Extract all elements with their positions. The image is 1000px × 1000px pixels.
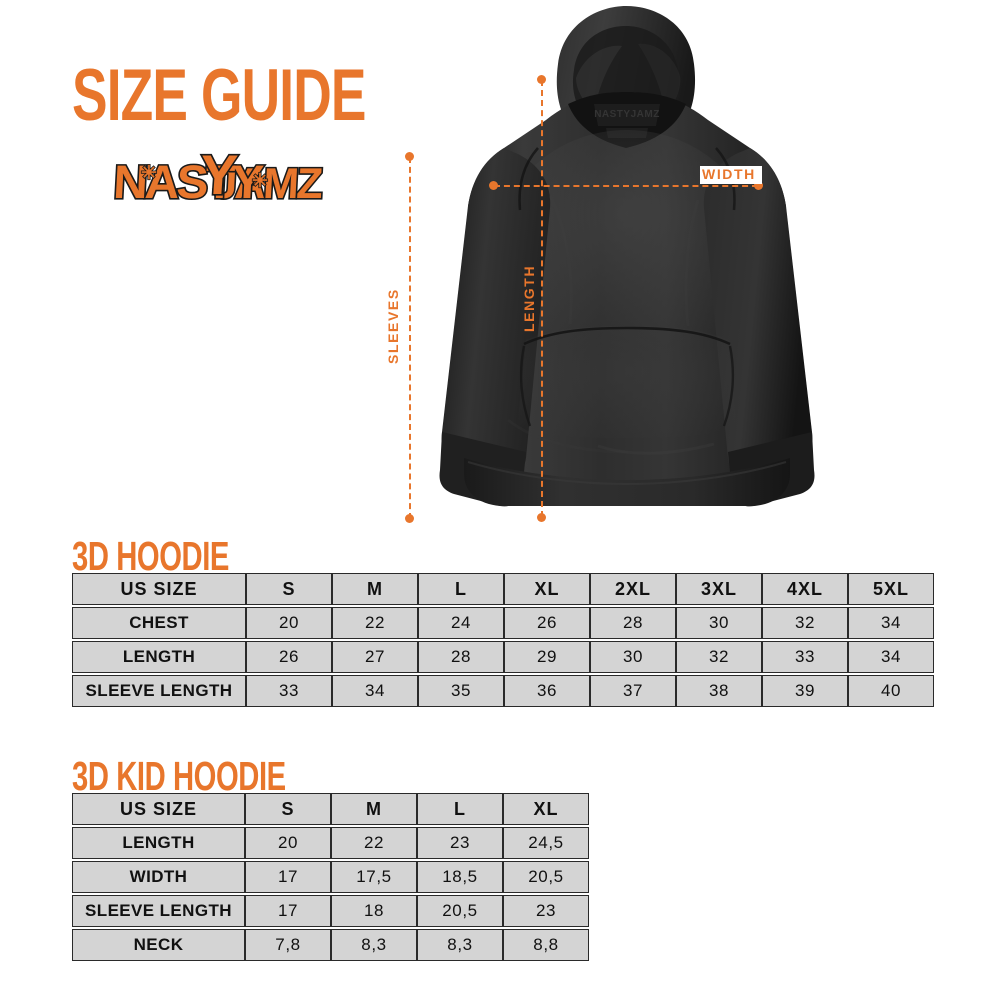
cell-chest-3xl: 30 [676, 607, 762, 639]
cell-length-4xl: 33 [762, 641, 848, 673]
chest-highlight [497, 130, 757, 370]
row-label-length: LENGTH [72, 827, 245, 859]
table-row: SLEEVE LENGTH 17 18 20,5 23 [72, 895, 589, 927]
cell-kid-width-l: 18,5 [417, 861, 503, 893]
cell-kid-neck-l: 8,3 [417, 929, 503, 961]
table-row: WIDTH 17 17,5 18,5 20,5 [72, 861, 589, 893]
cell-length-m: 27 [332, 641, 418, 673]
column-header-2xl: 2XL [590, 573, 676, 605]
cell-sleeve-2xl: 37 [590, 675, 676, 707]
table-row: LENGTH 26 27 28 29 30 32 33 34 [72, 641, 934, 673]
page-title: SIZE GUIDE [72, 54, 366, 137]
cell-kid-length-m: 22 [331, 827, 417, 859]
brand-logo: NASTY JAMZ Y ✳ ✳ [110, 140, 323, 218]
column-header-us-size: US SIZE [72, 793, 245, 825]
table-hoodie-body: US SIZE S M L XL 2XL 3XL 4XL 5XL CHEST 2… [72, 573, 934, 707]
fold-2 [684, 199, 700, 327]
cell-kid-width-m: 17,5 [331, 861, 417, 893]
row-label-width: WIDTH [72, 861, 245, 893]
section-heading-hoodie: 3D HOODIE [72, 534, 229, 580]
row-label-length: LENGTH [72, 641, 246, 673]
neck-label-text: NASTYJAMZ [594, 109, 660, 120]
cell-length-l: 28 [418, 641, 504, 673]
cell-kid-length-l: 23 [417, 827, 503, 859]
cell-kid-width-xl: 20,5 [503, 861, 589, 893]
cell-sleeve-m: 34 [332, 675, 418, 707]
cell-sleeve-3xl: 38 [676, 675, 762, 707]
table-kid-body: US SIZE S M L XL LENGTH 20 22 23 24,5 WI… [72, 793, 589, 961]
size-table-kid-hoodie: US SIZE S M L XL LENGTH 20 22 23 24,5 WI… [72, 791, 589, 963]
cell-sleeve-5xl: 40 [848, 675, 934, 707]
table-header-row: US SIZE S M L XL 2XL 3XL 4XL 5XL [72, 573, 934, 605]
table-header-row: US SIZE S M L XL [72, 793, 589, 825]
cell-kid-neck-m: 8,3 [331, 929, 417, 961]
cell-chest-2xl: 28 [590, 607, 676, 639]
hem-seam [467, 461, 787, 486]
cell-kid-sleeve-xl: 23 [503, 895, 589, 927]
row-label-chest: CHEST [72, 607, 246, 639]
cell-kid-length-xl: 24,5 [503, 827, 589, 859]
column-header-s: S [245, 793, 331, 825]
pocket-opening-right [722, 345, 735, 427]
column-header-xl: XL [504, 573, 590, 605]
header-block: SIZE GUIDE [72, 59, 372, 132]
bottom-hem [464, 458, 790, 506]
shoulder-seam-left [518, 147, 539, 211]
table-row: CHEST 20 22 24 26 28 30 32 34 [72, 607, 934, 639]
cell-kid-sleeve-s: 17 [245, 895, 331, 927]
neck-label [594, 104, 660, 126]
row-label-neck: NECK [72, 929, 245, 961]
table-row: NECK 7,8 8,3 8,3 8,8 [72, 929, 589, 961]
fold-4 [507, 418, 629, 454]
column-header-us-size: US SIZE [72, 573, 246, 605]
cell-sleeve-s: 33 [246, 675, 332, 707]
column-header-l: L [418, 573, 504, 605]
fold-3 [597, 442, 715, 455]
cell-chest-xl: 26 [504, 607, 590, 639]
cell-length-xl: 29 [504, 641, 590, 673]
cell-kid-sleeve-m: 18 [331, 895, 417, 927]
logo-text-nasty: NASTY [110, 153, 263, 209]
cell-sleeve-xl: 36 [504, 675, 590, 707]
hoodie-illustration: NASTYJAMZ [398, 0, 848, 540]
cell-length-2xl: 30 [590, 641, 676, 673]
pocket-seam-top [523, 326, 731, 346]
section-heading-kid-hoodie: 3D KID HOODIE [72, 754, 286, 800]
pocket-opening-left [519, 345, 532, 427]
column-header-5xl: 5XL [848, 573, 934, 605]
cell-chest-m: 22 [332, 607, 418, 639]
column-header-m: M [332, 573, 418, 605]
cell-kid-sleeve-l: 20,5 [417, 895, 503, 927]
fold-1 [548, 195, 573, 325]
column-header-3xl: 3XL [676, 573, 762, 605]
column-header-s: S [246, 573, 332, 605]
cell-chest-s: 20 [246, 607, 332, 639]
cell-chest-4xl: 32 [762, 607, 848, 639]
logo-star-icon: ✳ [140, 162, 158, 185]
row-label-sleeve-length: SLEEVE LENGTH [72, 895, 245, 927]
size-table-hoodie: US SIZE S M L XL 2XL 3XL 4XL 5XL CHEST 2… [72, 571, 934, 709]
cell-kid-length-s: 20 [245, 827, 331, 859]
row-label-sleeve-length: SLEEVE LENGTH [72, 675, 246, 707]
hoodie-svg: NASTYJAMZ [439, 6, 815, 507]
cell-length-3xl: 32 [676, 641, 762, 673]
cell-kid-neck-s: 7,8 [245, 929, 331, 961]
column-header-m: M [331, 793, 417, 825]
cell-sleeve-4xl: 39 [762, 675, 848, 707]
table-row: SLEEVE LENGTH 33 34 35 36 37 38 39 40 [72, 675, 934, 707]
logo-star-icon: ✳ [251, 170, 269, 193]
column-header-xl: XL [503, 793, 589, 825]
cell-kid-neck-xl: 8,8 [503, 929, 589, 961]
cell-sleeve-l: 35 [418, 675, 504, 707]
cell-length-s: 26 [246, 641, 332, 673]
cell-length-5xl: 34 [848, 641, 934, 673]
kangaroo-pocket [518, 326, 736, 438]
column-header-l: L [417, 793, 503, 825]
cell-kid-width-s: 17 [245, 861, 331, 893]
column-header-4xl: 4XL [762, 573, 848, 605]
logo-accent-letter: Y [196, 141, 241, 207]
cell-chest-l: 24 [418, 607, 504, 639]
cell-chest-5xl: 34 [848, 607, 934, 639]
table-row: LENGTH 20 22 23 24,5 [72, 827, 589, 859]
